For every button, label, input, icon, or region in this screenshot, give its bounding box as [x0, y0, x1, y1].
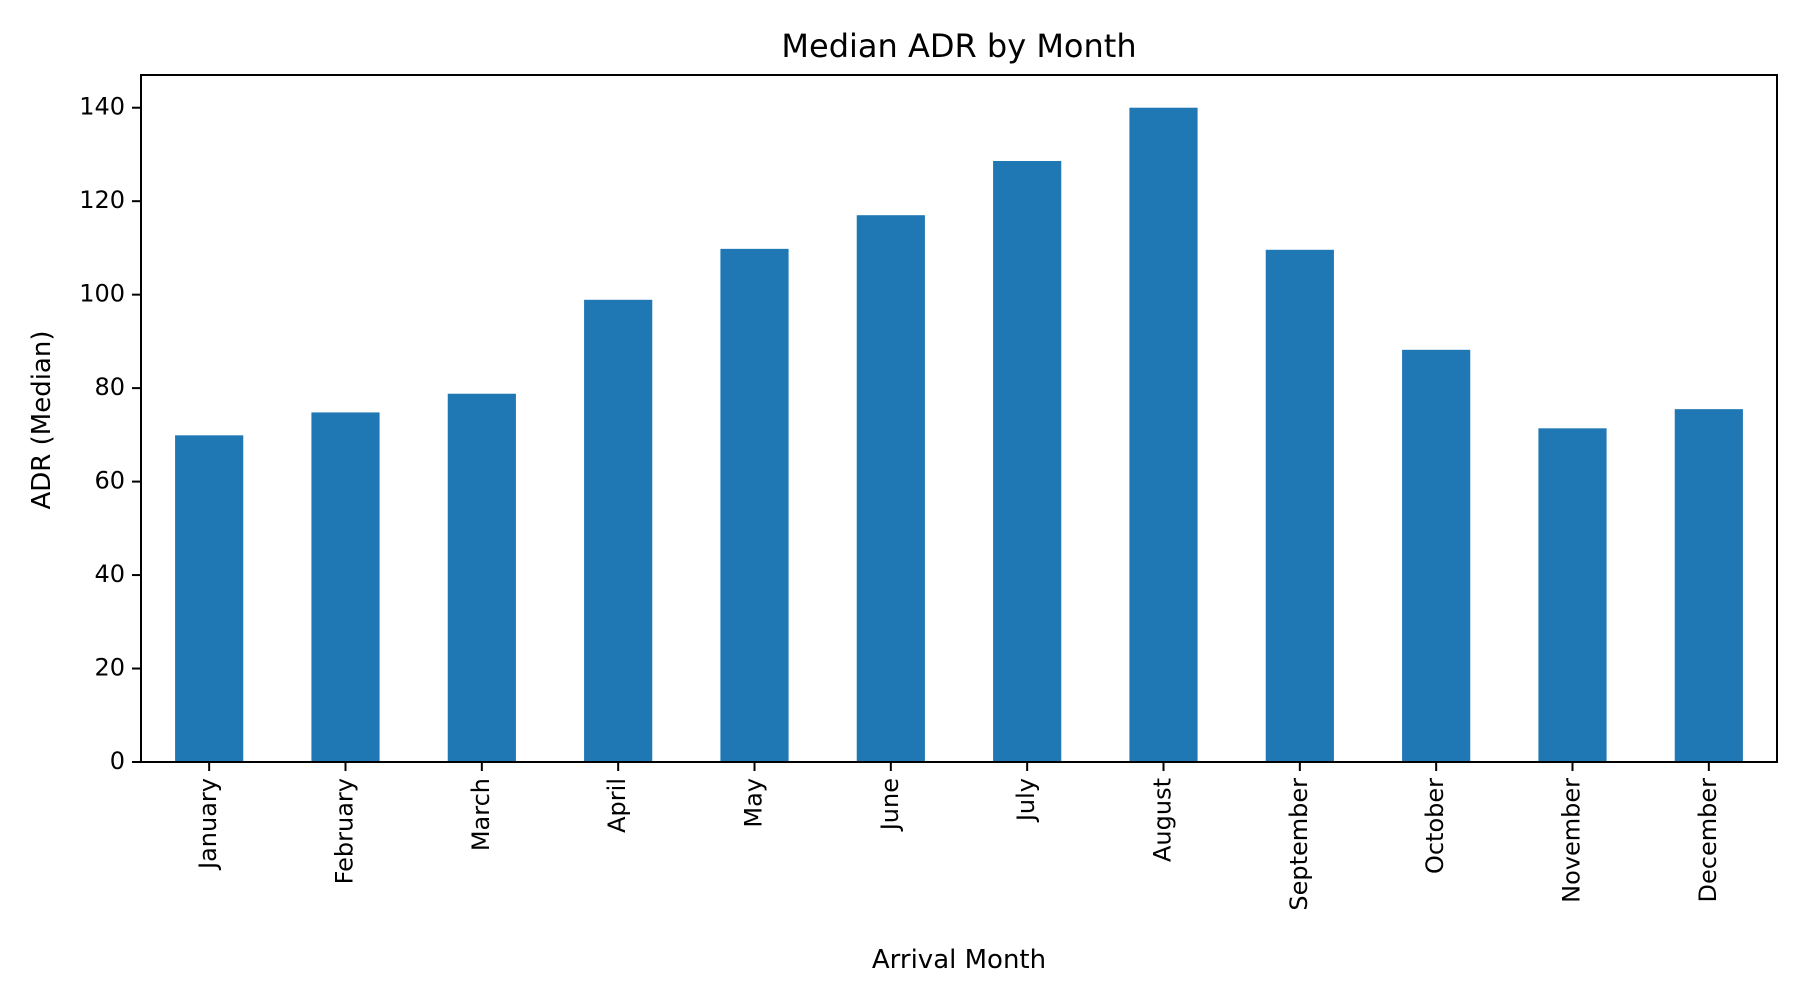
bar-march	[447, 393, 516, 762]
x-tick-label-october: October	[1421, 778, 1449, 874]
y-tick-label-20: 20	[94, 654, 125, 682]
x-tick-label-april: April	[603, 778, 631, 833]
x-tick-label-january: January	[194, 778, 222, 871]
bar-january	[175, 435, 244, 762]
x-tick-label-may: May	[740, 778, 768, 828]
bar-august	[1129, 107, 1198, 762]
y-tick-label-120: 120	[79, 186, 125, 214]
y-tick-label-40: 40	[94, 560, 125, 588]
bar-april	[584, 299, 653, 762]
x-tick-label-december: December	[1694, 778, 1722, 903]
y-tick-label-140: 140	[79, 93, 125, 121]
bar-may	[720, 248, 789, 763]
plot-frame	[140, 74, 1778, 763]
x-axis: January February March April May June July Augu…	[194, 762, 1722, 911]
y-tick-label-80: 80	[94, 373, 125, 401]
bar-december	[1674, 409, 1743, 762]
bar-october	[1402, 349, 1471, 762]
chart-title: Median ADR by Month	[781, 27, 1136, 65]
bar-november	[1538, 428, 1607, 762]
x-tick-label-march: March	[467, 778, 495, 851]
y-tick-label-100: 100	[79, 280, 125, 308]
x-tick-label-july: July	[1012, 778, 1040, 823]
y-tick-label-0: 0	[110, 747, 125, 775]
x-tick-label-june: June	[876, 778, 904, 832]
x-tick-label-september: September	[1285, 778, 1313, 911]
x-tick-label-november: November	[1558, 778, 1586, 903]
y-tick-label-60: 60	[94, 467, 125, 495]
x-axis-label: Arrival Month	[872, 945, 1046, 975]
bar-june	[856, 215, 925, 762]
y-axis: 0 20 40 60 80 100 120 140	[79, 93, 141, 775]
bars-group	[175, 107, 1743, 763]
bar-february	[311, 412, 380, 762]
bar-july	[993, 160, 1062, 763]
x-tick-label-august: August	[1149, 778, 1177, 862]
x-tick-label-february: February	[331, 778, 359, 884]
y-axis-label: ADR (Median)	[27, 331, 57, 510]
bar-september	[1265, 249, 1334, 763]
